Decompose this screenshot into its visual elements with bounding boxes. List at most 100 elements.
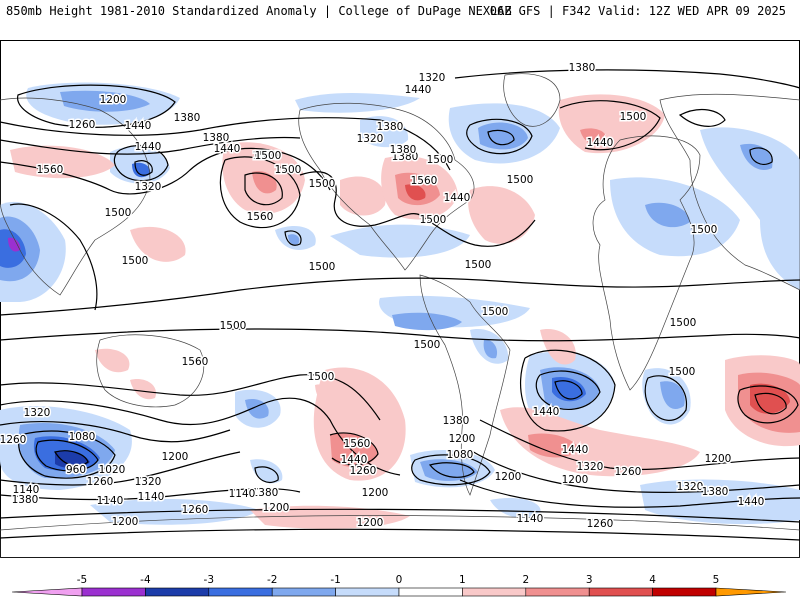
contour-label: 1200 (112, 516, 139, 528)
colorbar-tick-label: -1 (330, 574, 340, 586)
height-contours (0, 69, 800, 541)
contour-label: 1440 (444, 192, 471, 204)
colorbar-tick-label: 0 (396, 574, 403, 586)
colorbar-bin (11, 587, 83, 597)
contour-label: 1380 (377, 121, 404, 133)
colorbar-bin (462, 587, 527, 597)
contour-label: 1260 (587, 518, 614, 530)
contour-label: 1440 (587, 137, 614, 149)
contour-label: 1560 (247, 211, 274, 223)
contour-label: 1200 (449, 433, 476, 445)
contour-label: 1260 (615, 466, 642, 478)
contour-label: 1440 (405, 84, 432, 96)
contour-label: 1500 (670, 317, 697, 329)
contour-label: 1500 (620, 111, 647, 123)
anomaly-colorbar: -5 -4 -3 -2 -1 0 1 2 3 4 5 (11, 574, 787, 597)
contour-label: 1080 (69, 431, 96, 443)
contour-label: 1260 (182, 504, 209, 516)
contour-label: 1380 (252, 487, 279, 499)
contour-label: 1260 (0, 434, 26, 446)
contour-label: 1140 (229, 488, 256, 500)
contour-label: 1380 (392, 151, 419, 163)
continent-outlines (0, 73, 800, 558)
contour-label: 960 (66, 464, 86, 476)
colorbar-bin (525, 587, 590, 597)
contour-label: 1440 (562, 444, 589, 456)
colorbar-bin (145, 587, 210, 597)
colorbar-tick-label: 2 (522, 574, 529, 586)
contour-label: 1200 (362, 487, 389, 499)
contour-label: 1500 (414, 339, 441, 351)
contour-label: 1140 (13, 484, 40, 496)
colorbar-bin (588, 587, 653, 597)
contour-label: 1320 (677, 481, 704, 493)
contour-label: 1200 (162, 451, 189, 463)
model-valid-time: 06Z GFS | F342 Valid: 12Z WED APR 09 202… (489, 4, 786, 18)
colorbar-bin (271, 587, 336, 597)
colorbar-tick-label: 5 (713, 574, 720, 586)
contour-label: 1440 (135, 141, 162, 153)
contour-label: 1380 (12, 494, 39, 506)
contour-label: 1500 (122, 255, 149, 267)
colorbar-bin (335, 587, 400, 597)
contour-label: 1500 (420, 214, 447, 226)
contour-label: 1440 (125, 120, 152, 132)
contour-label: 1500 (308, 371, 335, 383)
contour-label: 1200 (357, 517, 384, 529)
contour-label: 1440 (214, 143, 241, 155)
colorbar-tick-label: -3 (204, 574, 214, 586)
contour-label: 1200 (562, 474, 589, 486)
contour-label: 1320 (577, 461, 604, 473)
contour-label: 1500 (669, 366, 696, 378)
colorbar-bin (652, 587, 717, 597)
colorbar-tick-label: 3 (586, 574, 593, 586)
contour-label: 1380 (390, 144, 417, 156)
contour-label: 1380 (702, 486, 729, 498)
contour-label: 1440 (533, 406, 560, 418)
colorbar-tick-label: 4 (649, 574, 656, 586)
contour-label: 1560 (344, 438, 371, 450)
contour-label: 1260 (69, 119, 96, 131)
contour-label: 1200 (495, 471, 522, 483)
contour-label: 1320 (135, 476, 162, 488)
contour-label: 1380 (569, 62, 596, 74)
contour-label: 1140 (517, 513, 544, 525)
contour-label: 1260 (350, 465, 377, 477)
contour-label: 1500 (309, 261, 336, 273)
contour-label: 1500 (691, 224, 718, 236)
contour-label: 1200 (100, 94, 127, 106)
contour-label: 1140 (97, 495, 124, 507)
contour-label: 1500 (482, 306, 509, 318)
contour-label: 1260 (87, 476, 114, 488)
positive-anomaly-shading (10, 94, 800, 529)
colorbar-tick-label: -2 (267, 574, 277, 586)
contour-label: 1500 (465, 259, 492, 271)
contour-label: 1560 (411, 175, 438, 187)
colorbar-tick-label: 1 (459, 574, 466, 586)
contour-label: 1500 (275, 164, 302, 176)
contour-label: 1380 (443, 415, 470, 427)
contour-label: 1500 (507, 174, 534, 186)
colorbar-tick-label: -5 (77, 574, 87, 586)
contour-label: 1440 (341, 454, 368, 466)
contour-label: 1320 (419, 72, 446, 84)
contour-label: 1320 (357, 133, 384, 145)
colorbar-bin (715, 587, 787, 597)
contour-label: 1500 (309, 178, 336, 190)
anomaly-map: 1380120014401320150012601380138013201380… (0, 40, 800, 558)
contour-label: 1500 (105, 207, 132, 219)
colorbar-bin (81, 587, 146, 597)
map-title: 850mb Height 1981-2010 Standardized Anom… (6, 4, 512, 18)
contour-label: 1200 (263, 502, 290, 514)
contour-label: 1560 (37, 164, 64, 176)
colorbar-bin (398, 587, 463, 597)
contour-label: 1500 (253, 150, 280, 162)
contour-label: 1500 (255, 150, 282, 162)
contour-label: 1080 (447, 449, 474, 461)
contour-label: 1140 (138, 491, 165, 503)
contour-label: 1440 (738, 496, 765, 508)
contour-label: 1200 (705, 453, 732, 465)
contour-label: 1500 (427, 154, 454, 166)
contour-label: 1320 (24, 407, 51, 419)
contour-label: 1020 (99, 464, 126, 476)
